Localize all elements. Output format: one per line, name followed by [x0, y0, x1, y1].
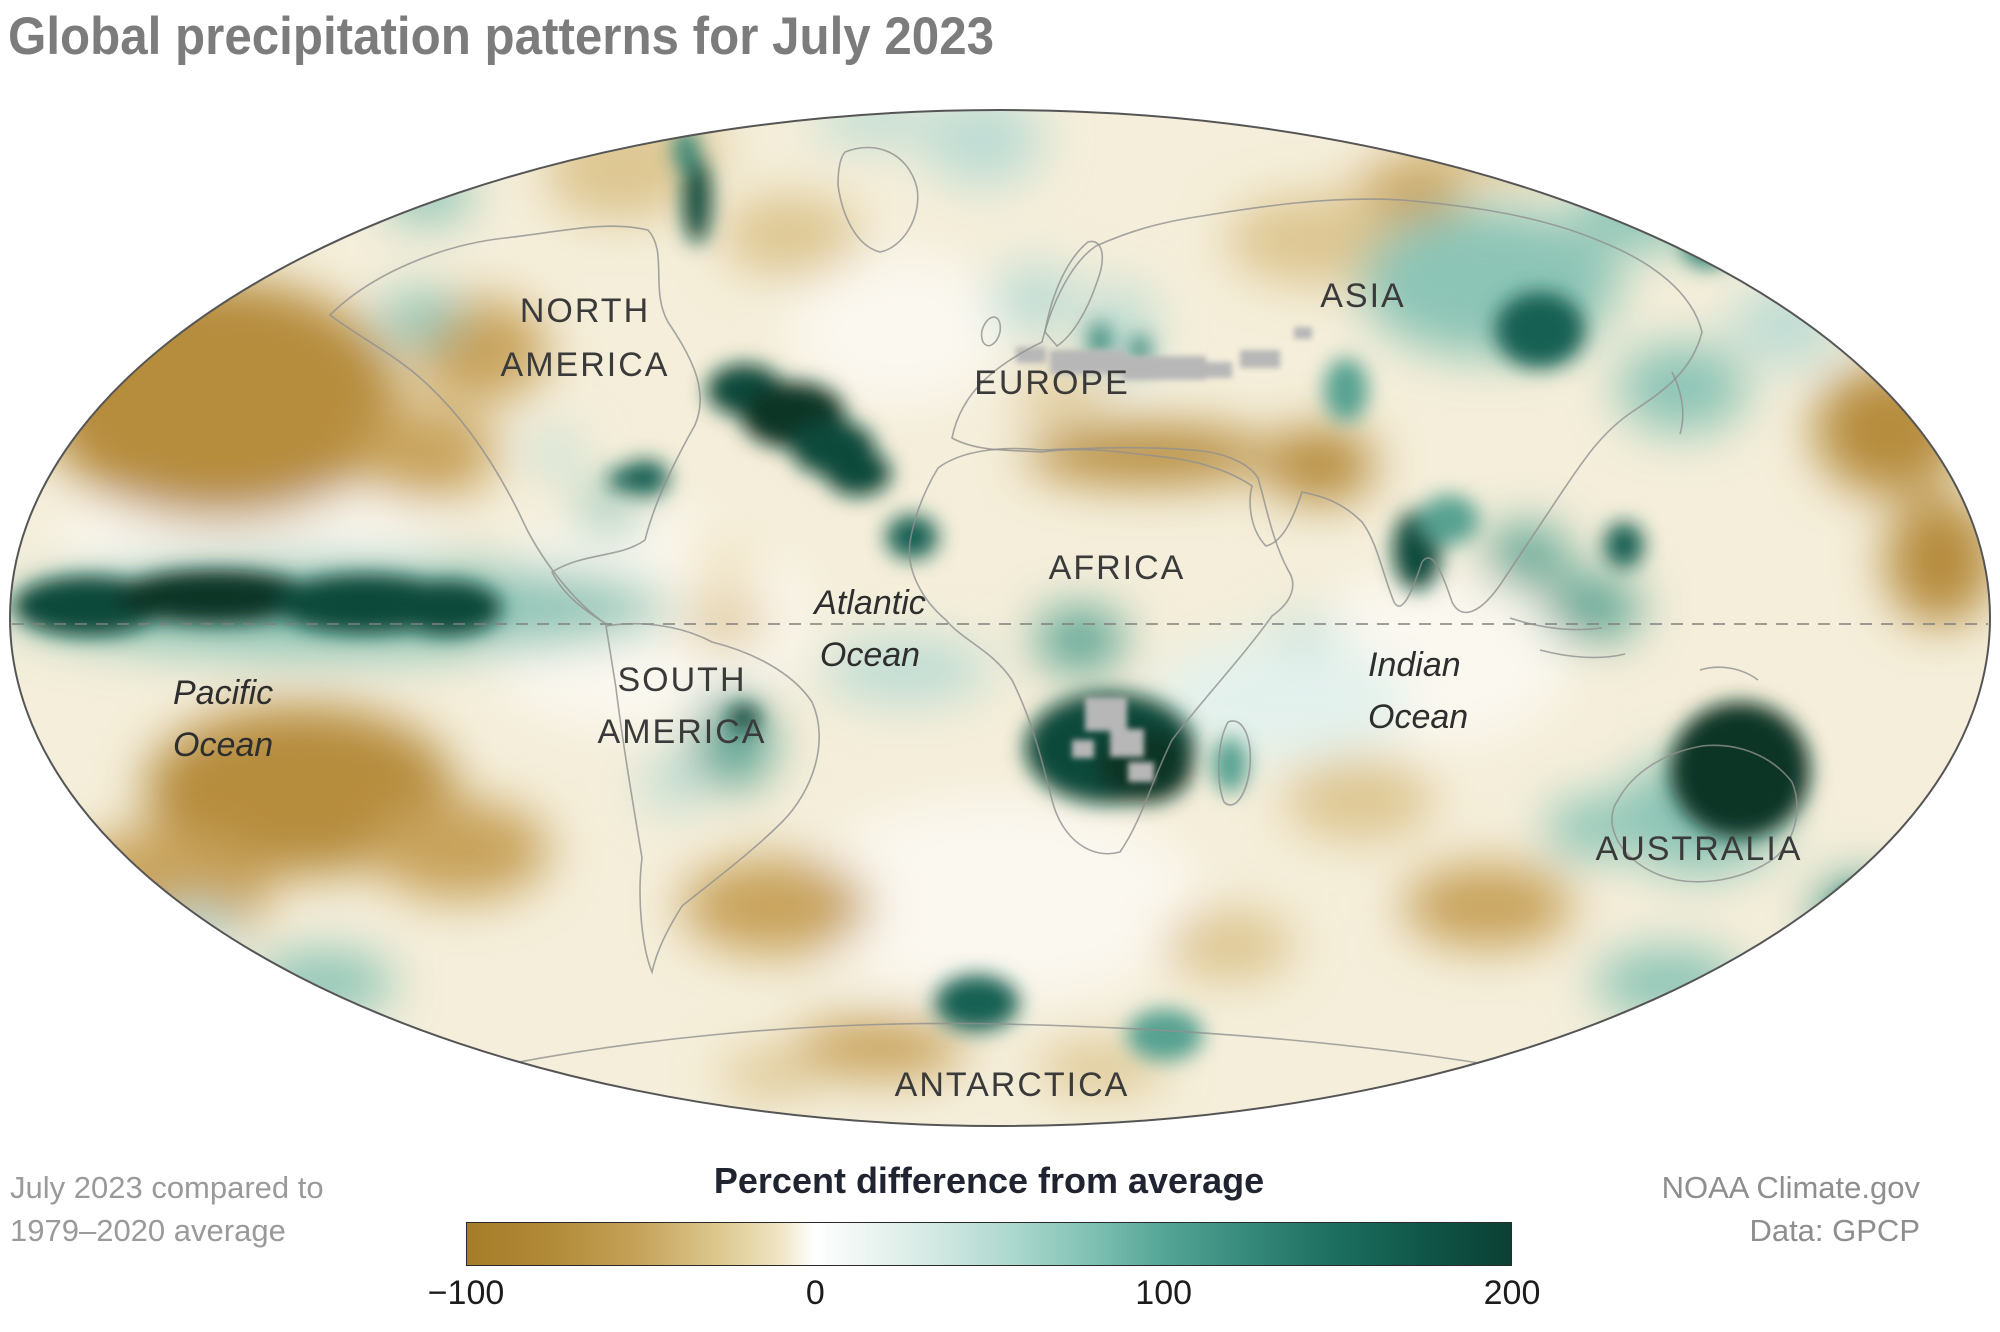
- label-africa: AFRICA: [1049, 549, 1186, 587]
- coast-eurasia: [951, 198, 1703, 614]
- missing-data-patch: [1206, 362, 1232, 378]
- legend-tick-label: 200: [1483, 1274, 1541, 1312]
- coast-new-guinea: [1699, 666, 1759, 681]
- legend-tick-label: 100: [1135, 1274, 1193, 1312]
- precipitation-anomaly-layer: [10, 110, 1990, 1096]
- missing-data-patch: [1072, 740, 1094, 758]
- coast-antarctica: [439, 1022, 1566, 1079]
- missing-data-patch: [1294, 327, 1312, 339]
- missing-data-patch: [1050, 350, 1126, 374]
- source-credit: NOAA Climate.gov Data: GPCP: [1662, 1166, 1920, 1253]
- label-antarctica: ANTARCTICA: [895, 1066, 1130, 1104]
- legend-title: Percent difference from average: [713, 1160, 1265, 1201]
- credit-line-2: Data: GPCP: [1749, 1213, 1920, 1249]
- label-atlantic-ocean-2: Ocean: [820, 636, 920, 674]
- label-south-america-2: AMERICA: [598, 713, 767, 751]
- legend-tick-row: −100 0 100 200: [428, 1274, 1541, 1322]
- missing-data-patch: [1016, 347, 1046, 363]
- coast-new-zealand: [1851, 899, 1875, 959]
- legend: Percent difference from average −100 0 1…: [428, 1160, 1541, 1322]
- missing-data-patch: [1122, 356, 1206, 380]
- missing-data-patch: [1110, 729, 1144, 757]
- label-atlantic-ocean: Atlantic: [812, 584, 926, 622]
- missing-data-patch: [1240, 350, 1280, 368]
- coastlines: [328, 146, 1875, 1079]
- legend-tick-label: −100: [427, 1274, 505, 1312]
- label-indian-ocean: Indian: [1368, 646, 1461, 684]
- label-asia: ASIA: [1320, 277, 1405, 315]
- label-pacific-ocean-2: Ocean: [173, 726, 273, 764]
- missing-data-layer: [1016, 327, 1312, 782]
- coast-indonesia: [1509, 617, 1626, 659]
- map-outline: [9, 109, 1991, 1127]
- coast-scandinavia: [1044, 240, 1104, 348]
- coast-australia: [1611, 744, 1798, 883]
- missing-data-patch: [1085, 697, 1127, 731]
- legend-tick-label: 0: [805, 1274, 825, 1312]
- coast-africa: [908, 446, 1294, 855]
- map-labels: NORTH AMERICA EUROPE ASIA AFRICA SOUTH A…: [173, 277, 1803, 1104]
- coast-japan: [1671, 371, 1684, 435]
- label-south-america: SOUTH: [618, 661, 747, 699]
- missing-data-patch: [1128, 762, 1154, 782]
- caption-attribution: July 2023 compared to 1979–2020 average: [10, 1166, 324, 1253]
- label-europe: EUROPE: [974, 364, 1130, 402]
- coast-south-america: [605, 622, 820, 975]
- caption-line-1: July 2023 compared to: [10, 1170, 324, 1205]
- legend-gradient-bar: [466, 1222, 1512, 1266]
- coast-britain: [980, 316, 1002, 347]
- label-indian-ocean-2: Ocean: [1368, 698, 1468, 736]
- page-title: Global precipitation patterns for July 2…: [8, 7, 995, 66]
- coast-north-america: [328, 225, 701, 625]
- credit-line-1: NOAA Climate.gov: [1661, 1170, 1920, 1205]
- coast-madagascar: [1217, 720, 1252, 806]
- label-pacific-ocean: Pacific: [173, 674, 273, 712]
- coast-greenland: [837, 146, 919, 253]
- label-australia: AUSTRALIA: [1596, 830, 1803, 868]
- label-north-america: NORTH: [520, 292, 650, 330]
- label-north-america-2: AMERICA: [501, 346, 670, 384]
- caption-line-2: 1979–2020 average: [10, 1213, 286, 1249]
